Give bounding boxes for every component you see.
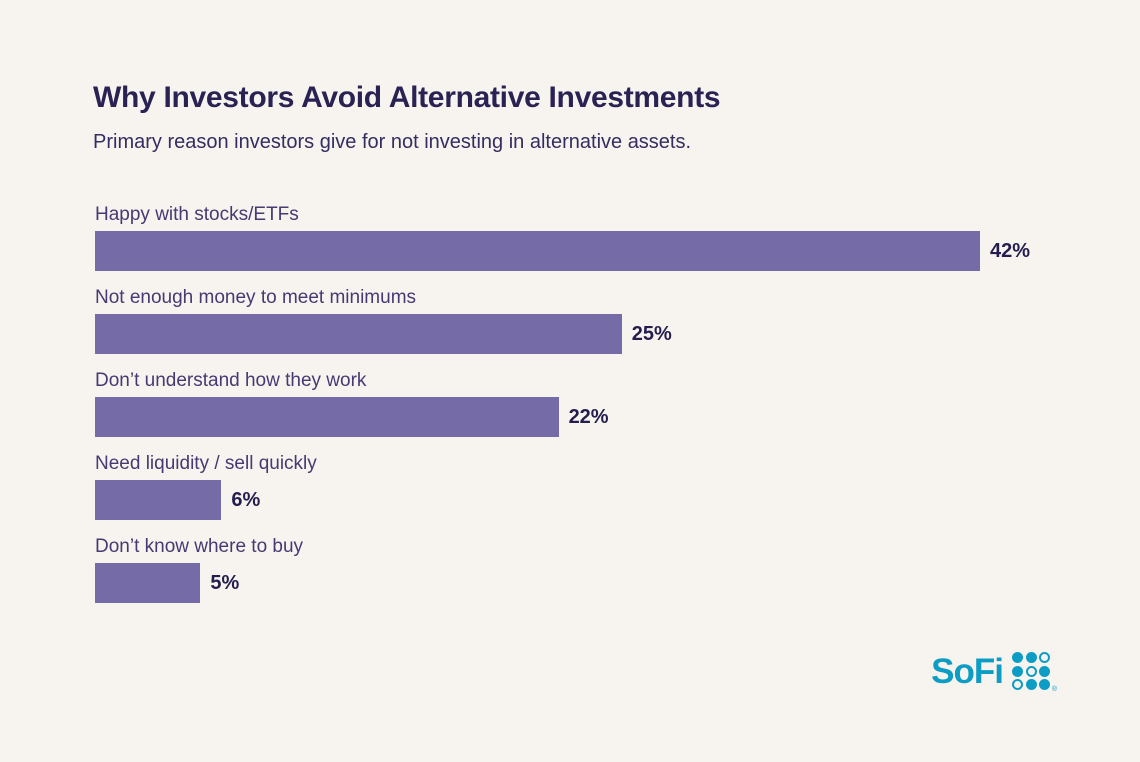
bar [95, 397, 559, 437]
bar [95, 480, 222, 520]
bar-row: Don’t know where to buy 5% [95, 535, 1055, 603]
bar-value: 22% [568, 405, 609, 428]
bar-label: Need liquidity / sell quickly [95, 453, 317, 474]
bar-line: 22% [95, 397, 1055, 437]
bar-line: 25% [95, 314, 1055, 354]
bar-value: 5% [210, 571, 240, 594]
bar [95, 314, 622, 354]
bar-chart: Happy with stocks/ETFs 42% Not enough mo… [95, 203, 1055, 603]
logo-dot-filled [1025, 679, 1037, 690]
sofi-dots-logo-icon: ® [1012, 652, 1057, 693]
logo-dot-filled [1025, 652, 1037, 663]
logo-dot-filled [1012, 665, 1023, 677]
bar-line: 42% [95, 231, 1055, 271]
sofi-logo: SoFi ® [931, 651, 1057, 693]
bar-value: 42% [990, 239, 1031, 262]
bar-label: Happy with stocks/ETFs [95, 204, 299, 225]
logo-dot-filled [1039, 665, 1050, 677]
chart-header: Why Investors Avoid Alternative Investme… [93, 80, 1053, 154]
registered-trademark-mark: ® [1051, 686, 1057, 693]
chart-title: Why Investors Avoid Alternative Investme… [93, 81, 721, 114]
logo-dot-hollow [1039, 652, 1050, 663]
bar-row: Happy with stocks/ETFs 42% [95, 203, 1055, 271]
bar-value: 6% [231, 488, 261, 511]
bar-line: 5% [95, 563, 1055, 603]
logo-dot-hollow [1012, 679, 1023, 690]
bar-row: Not enough money to meet minimums 25% [95, 286, 1055, 354]
logo-dot-filled [1039, 679, 1050, 690]
bar-label: Don’t know where to buy [95, 536, 304, 557]
bar [95, 231, 980, 271]
logo-dot-filled [1012, 652, 1023, 663]
bar-row: Need liquidity / sell quickly 6% [95, 452, 1055, 520]
chart-subtitle: Primary reason investors give for not in… [93, 131, 692, 153]
sofi-logo-wordmark: SoFi [931, 651, 1004, 691]
bar-line: 6% [95, 480, 1055, 520]
logo-dot-hollow [1025, 665, 1037, 677]
bar-label: Not enough money to meet minimums [95, 287, 417, 308]
bar [95, 563, 201, 603]
bar-value: 25% [631, 322, 672, 345]
bar-row: Don’t understand how they work 22% [95, 369, 1055, 437]
bar-label: Don’t understand how they work [95, 370, 367, 391]
